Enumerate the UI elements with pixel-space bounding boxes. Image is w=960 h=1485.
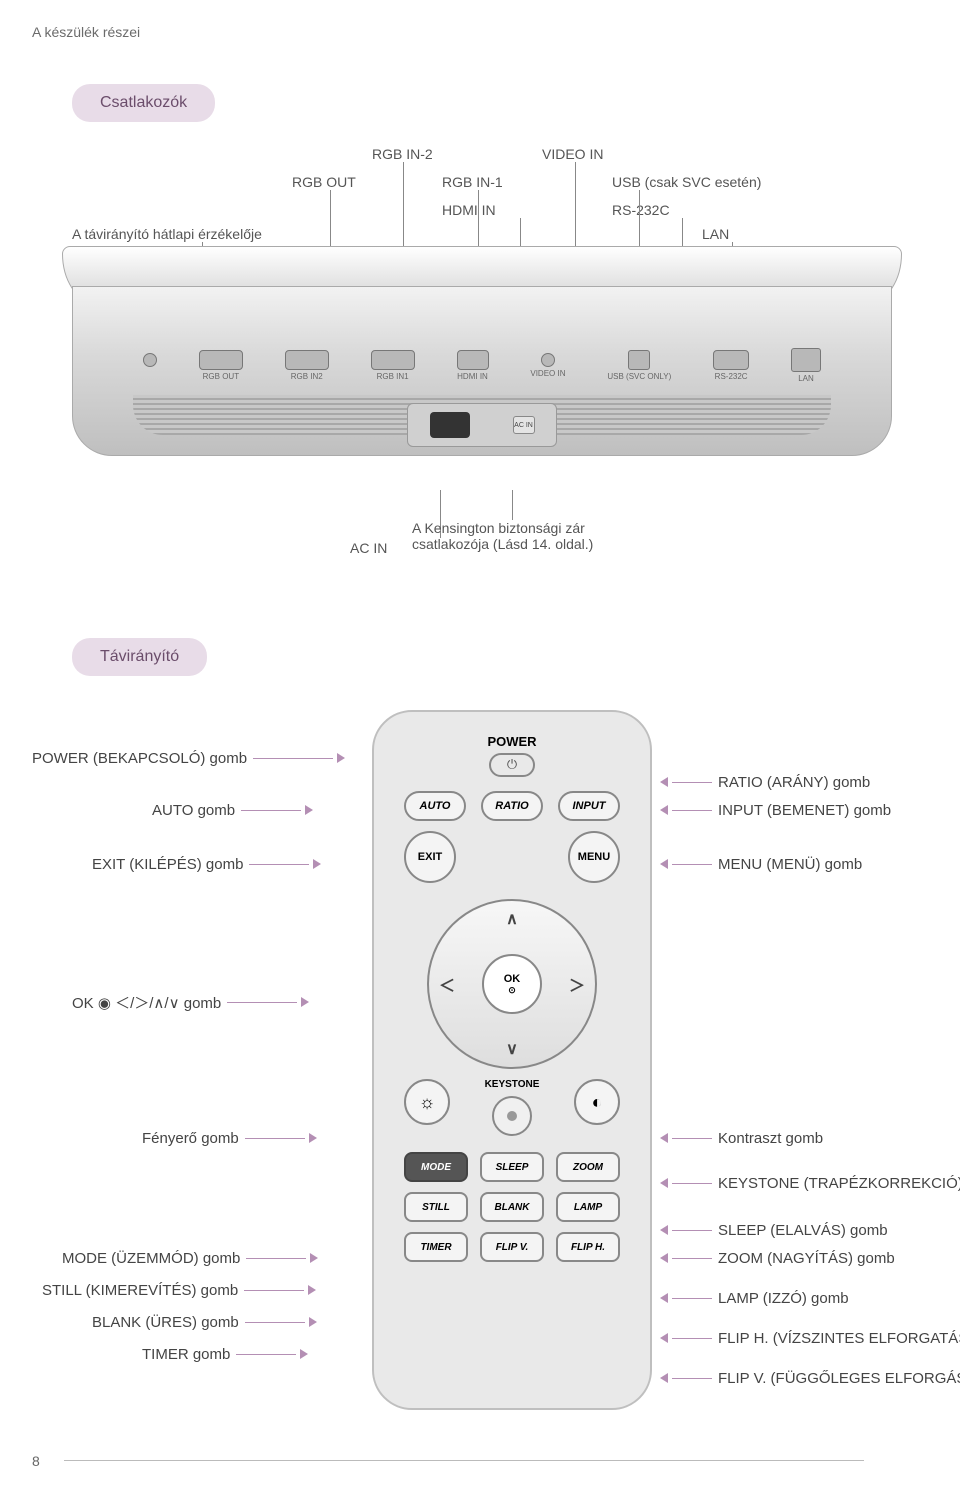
callout-input: INPUT (BEMENET) gomb	[660, 802, 891, 819]
brightness-button[interactable]: ☼	[404, 1079, 450, 1125]
dpad-left-icon[interactable]: ＜	[439, 972, 455, 996]
dpad[interactable]: ∧ ∨ ＜ ＞ OK ⊙	[427, 899, 597, 1069]
label-video-in: VIDEO IN	[542, 146, 603, 162]
label-lan: LAN	[702, 226, 729, 242]
kensington-lock-icon: AC IN	[513, 416, 535, 434]
sun-icon: ☼	[419, 1092, 436, 1113]
callout-bright: Fényerő gomb	[142, 1130, 317, 1147]
callout-auto: AUTO gomb	[152, 802, 313, 819]
sleep-button[interactable]: SLEEP	[480, 1152, 544, 1182]
keystone-joystick[interactable]	[492, 1096, 532, 1136]
page-number: 8	[32, 1453, 40, 1469]
contrast-button[interactable]: ◐	[574, 1079, 620, 1125]
callout-flip-h: FLIP H. (VÍZSZINTES ELFORGATÁS) gomb	[660, 1330, 960, 1347]
ratio-button[interactable]: RATIO	[481, 791, 543, 821]
dpad-up-icon[interactable]: ∧	[506, 909, 518, 929]
remote-power-label: POWER	[398, 734, 626, 749]
still-button[interactable]: STILL	[404, 1192, 468, 1222]
remote-section: POWER (BEKAPCSOLÓ) gomb AUTO gomb EXIT (…	[32, 710, 912, 1430]
footer-divider	[64, 1460, 864, 1461]
input-button[interactable]: INPUT	[558, 791, 620, 821]
auto-button[interactable]: AUTO	[404, 791, 466, 821]
dpad-down-icon[interactable]: ∨	[506, 1039, 518, 1059]
port-usb: USB (SVC ONLY)	[607, 350, 671, 381]
port-hdmi-in: HDMI IN	[457, 350, 489, 381]
label-hdmi-in: HDMI IN	[442, 202, 496, 218]
callout-exit: EXIT (KILÉPÉS) gomb	[92, 856, 321, 873]
callout-timer: TIMER gomb	[142, 1346, 308, 1363]
callout-power: POWER (BEKAPCSOLÓ) gomb	[32, 750, 345, 767]
label-rgb-in1: RGB IN-1	[442, 174, 503, 190]
callout-blank: BLANK (ÜRES) gomb	[92, 1314, 317, 1331]
callout-lamp: LAMP (IZZÓ) gomb	[660, 1290, 849, 1307]
timer-button[interactable]: TIMER	[404, 1232, 468, 1262]
label-remote-sensor: A távirányító hátlapi érzékelője	[72, 226, 262, 242]
section-pill-connectors: Csatlakozók	[72, 84, 215, 122]
remote-control: POWER AUTO RATIO INPUT EXIT MENU ∧ ∨ ＜ ＞…	[372, 710, 652, 1410]
label-rgb-in2: RGB IN-2	[372, 146, 433, 162]
port-lan: LAN	[791, 348, 821, 383]
lamp-button[interactable]: LAMP	[556, 1192, 620, 1222]
ac-labels: AC IN A Kensington biztonsági zár csatla…	[72, 490, 892, 600]
dpad-right-icon[interactable]: ＞	[569, 972, 585, 996]
callout-contrast: Kontraszt gomb	[660, 1130, 823, 1147]
blank-button[interactable]: BLANK	[480, 1192, 544, 1222]
zoom-button[interactable]: ZOOM	[556, 1152, 620, 1182]
callout-flip-v: FLIP V. (FÜGGŐLEGES ELFORGÁS) gomb	[660, 1370, 960, 1387]
page-header: A készülék részei	[32, 24, 912, 40]
section-pill-remote: Távirányító	[72, 638, 207, 676]
mode-button[interactable]: MODE	[404, 1152, 468, 1182]
callout-keystone: KEYSTONE (TRAPÉZKORREKCIÓ) gomb	[660, 1175, 960, 1192]
port-remote-sensor	[143, 353, 157, 378]
power-button[interactable]	[489, 753, 535, 777]
top-labels: RGB IN-2 VIDEO IN RGB OUT RGB IN-1 USB (…	[72, 146, 872, 246]
label-ac-in: AC IN	[350, 540, 387, 556]
ok-label: OK	[504, 973, 521, 985]
exit-button[interactable]: EXIT	[404, 831, 456, 883]
connectors-figure: RGB IN-2 VIDEO IN RGB OUT RGB IN-1 USB (…	[72, 146, 872, 600]
callout-still: STILL (KIMEREVÍTÉS) gomb	[42, 1282, 316, 1299]
port-rgb-in2: RGB IN2	[285, 350, 329, 381]
callout-ratio: RATIO (ARÁNY) gomb	[660, 774, 870, 791]
menu-button[interactable]: MENU	[568, 831, 620, 883]
label-rs232c: RS-232C	[612, 202, 670, 218]
callout-sleep: SLEEP (ELALVÁS) gomb	[660, 1222, 888, 1239]
flip-h-button[interactable]: FLIP H.	[556, 1232, 620, 1262]
port-rs232c: RS-232C	[713, 350, 749, 381]
page-root: A készülék részei Csatlakozók RGB IN-2 V…	[0, 0, 960, 1485]
callout-menu: MENU (MENÜ) gomb	[660, 856, 862, 873]
port-rgb-out: RGB OUT	[199, 350, 243, 381]
port-video-in: VIDEO IN	[530, 353, 565, 378]
callout-zoom: ZOOM (NAGYÍTÁS) gomb	[660, 1250, 895, 1267]
keystone-label: KEYSTONE	[485, 1079, 540, 1090]
label-kensington: A Kensington biztonsági zár csatlakozója…	[412, 520, 632, 552]
label-usb: USB (csak SVC esetén)	[612, 174, 761, 190]
contrast-icon: ◐	[592, 1092, 603, 1113]
port-bar: RGB OUT RGB IN2 RGB IN1 HDMI IN VIDEO IN…	[143, 345, 821, 385]
callout-ok: OK ◉ ＜/＞/∧/∨ gomb	[72, 992, 309, 1013]
ok-button[interactable]: OK ⊙	[482, 954, 542, 1014]
callout-mode: MODE (ÜZEMMÓD) gomb	[62, 1250, 318, 1267]
flip-v-button[interactable]: FLIP V.	[480, 1232, 544, 1262]
ac-block: AC IN	[407, 403, 557, 447]
ac-socket-icon	[430, 412, 470, 438]
port-rgb-in1: RGB IN1	[371, 350, 415, 381]
ok-dot-icon: ⊙	[508, 985, 516, 996]
label-rgb-out: RGB OUT	[292, 174, 356, 190]
projector-image: RGB OUT RGB IN2 RGB IN1 HDMI IN VIDEO IN…	[72, 246, 892, 486]
